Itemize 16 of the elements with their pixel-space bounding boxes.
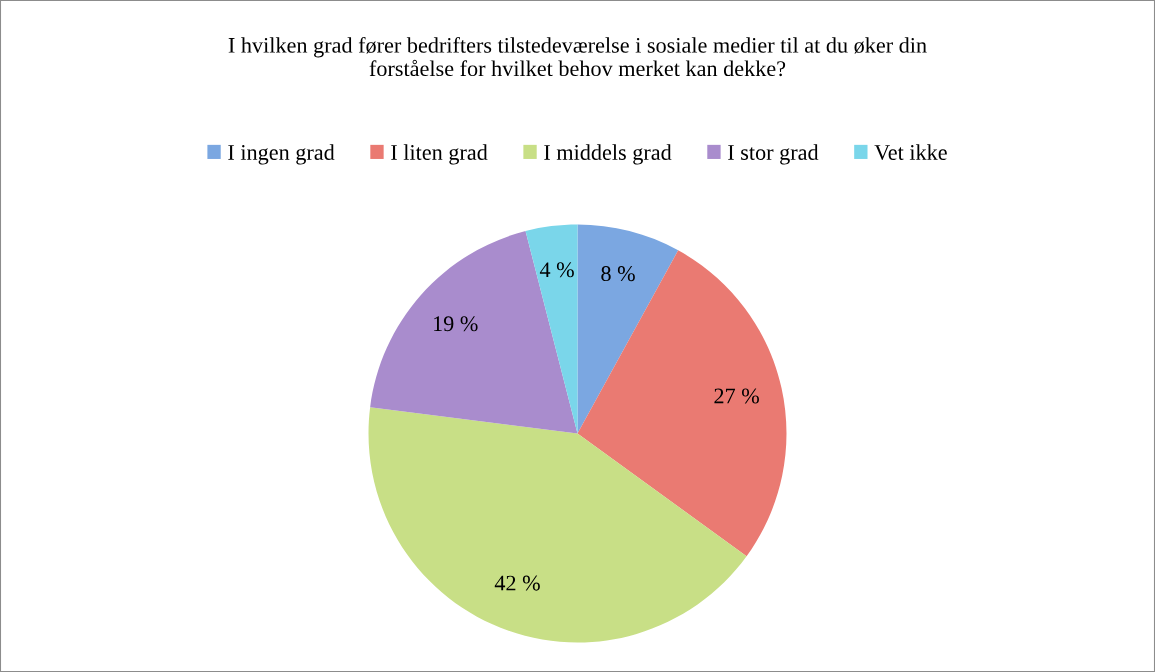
legend-label: I stor grad bbox=[728, 144, 819, 165]
legend-label: I middels grad bbox=[544, 144, 672, 165]
data-label: 27 % bbox=[714, 388, 759, 404]
pie-slice bbox=[368, 407, 747, 643]
chart-title: I hvilken grad fører bedrifters tilstedeværelse i sosiale medier til at du øker din forståelse for hvilket behov merket kan dekke? bbox=[228, 36, 927, 77]
data-label: 4 % bbox=[539, 262, 574, 278]
pie-slice bbox=[525, 224, 578, 434]
legend-label: I ingen grad bbox=[228, 144, 335, 165]
legend-label: I liten grad bbox=[391, 144, 488, 165]
data-label: 42 % bbox=[494, 575, 540, 591]
pie-slice bbox=[370, 231, 578, 434]
data-label: 19 % bbox=[434, 316, 478, 332]
pie-slice bbox=[577, 224, 679, 434]
pie-slice bbox=[577, 250, 787, 557]
legend-label: Vet ikke bbox=[874, 144, 947, 161]
data-label: 8 % bbox=[601, 266, 635, 282]
